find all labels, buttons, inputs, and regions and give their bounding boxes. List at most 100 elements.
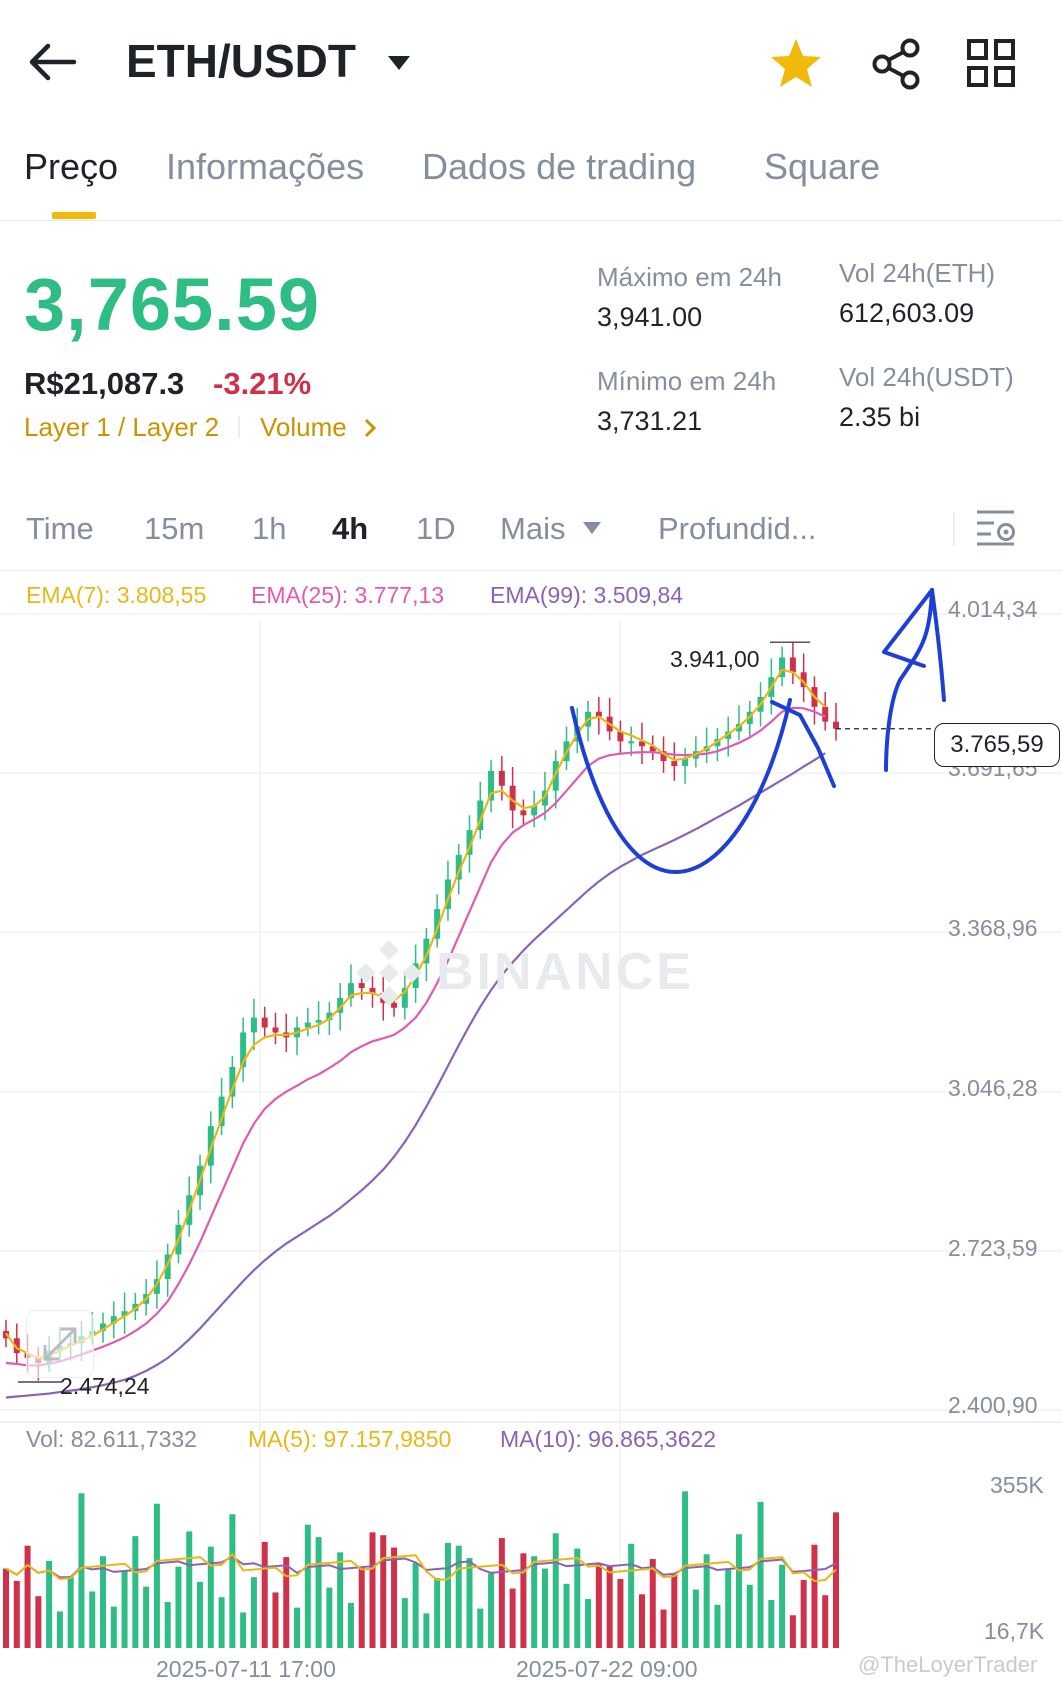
candle-body	[240, 1032, 247, 1067]
volume-bar	[110, 1606, 117, 1648]
price-axis-tick: 4.014,34	[948, 596, 1038, 622]
volume-bar	[3, 1568, 9, 1648]
candle-body	[509, 785, 516, 811]
favorite-star-icon[interactable]	[768, 36, 824, 92]
volume-bar	[240, 1612, 247, 1648]
candle-body	[682, 758, 689, 767]
volume-bar	[488, 1573, 495, 1648]
volume-bar	[768, 1600, 775, 1648]
volume-bar	[35, 1596, 42, 1648]
volume-bar	[358, 1567, 365, 1648]
interval-15m[interactable]: 15m	[144, 511, 205, 546]
pair-title[interactable]: ETH/USDT	[126, 35, 356, 87]
volume-bar	[649, 1559, 656, 1648]
fullscreen-button[interactable]	[26, 1310, 94, 1378]
volume-bar	[574, 1548, 581, 1648]
grid-menu-icon[interactable]	[966, 38, 1016, 88]
volume-bar	[89, 1591, 96, 1648]
more-caret-icon[interactable]	[582, 521, 602, 535]
candle-body	[358, 983, 365, 989]
candle-body	[444, 879, 451, 910]
volume-bar	[434, 1578, 441, 1648]
candle-body	[369, 988, 376, 993]
candle-body	[272, 1027, 279, 1033]
up-arrow-annotation	[930, 588, 946, 702]
vol-usdt-label: Vol 24h(USDT)	[839, 362, 1014, 392]
volume-bar	[283, 1557, 290, 1648]
volume-bar	[638, 1594, 645, 1648]
volume-bar	[423, 1613, 430, 1648]
candle-body	[638, 741, 645, 747]
interval-more[interactable]: Mais	[500, 511, 566, 546]
volume-bar	[660, 1609, 667, 1648]
chart-settings-icon[interactable]	[974, 508, 1018, 548]
candle-body	[337, 997, 344, 1013]
chevron-right-icon[interactable]	[362, 417, 378, 439]
volume-axis-tick: 355K	[990, 1472, 1044, 1498]
volume-bar	[56, 1611, 63, 1648]
ma10-legend: MA(10): 96.865,3622	[500, 1426, 717, 1452]
candle-body	[660, 751, 667, 762]
candle-body	[391, 1002, 398, 1008]
candle-body	[628, 741, 635, 744]
candle-body	[833, 721, 839, 729]
category-tag[interactable]: Layer 1 / Layer 2	[24, 412, 220, 442]
caret-down-icon[interactable]	[386, 54, 412, 72]
divider	[0, 220, 1062, 221]
volume-bar	[498, 1538, 505, 1648]
candle-body	[434, 909, 441, 939]
candle-body	[250, 1017, 257, 1033]
volume-ma10-line	[5, 1555, 837, 1579]
up-arrow-annotation	[882, 588, 934, 772]
volume-bar	[725, 1569, 732, 1648]
candle-body	[347, 983, 354, 998]
volume-bar	[100, 1556, 107, 1648]
expand-icon	[43, 1327, 77, 1361]
tab-informacoes[interactable]: Informações	[166, 146, 365, 187]
interval-1d[interactable]: 1D	[416, 511, 456, 546]
volume-bar	[800, 1580, 807, 1648]
volume-bar	[347, 1602, 354, 1648]
back-arrow-icon[interactable]	[26, 40, 78, 84]
ma5-legend: MA(5): 97.157,9850	[248, 1426, 452, 1452]
candle-body	[153, 1279, 160, 1294]
price-axis-tick: 2.400,90	[948, 1392, 1038, 1418]
volume-bar	[272, 1592, 279, 1648]
share-icon[interactable]	[868, 36, 924, 92]
volume-tag[interactable]: Volume	[260, 412, 347, 442]
volume-bar	[585, 1599, 592, 1648]
volume-bar	[78, 1493, 85, 1648]
interval-1h[interactable]: 1h	[252, 511, 287, 546]
ema25-line	[5, 706, 826, 1367]
volume-bar	[337, 1552, 344, 1648]
volume-legend: Vol: 82.611,7332	[26, 1426, 197, 1452]
volume-bar	[789, 1615, 796, 1648]
tab-preco[interactable]: Preço	[24, 146, 119, 187]
tab-square[interactable]: Square	[764, 146, 881, 187]
candle-body	[477, 800, 484, 831]
candle-body	[13, 1338, 20, 1354]
change-percent: -3.21%	[213, 366, 312, 401]
volume-bar	[294, 1607, 301, 1648]
interval-4h[interactable]: 4h	[332, 511, 369, 546]
volume-bar	[24, 1545, 31, 1648]
volume-bar	[811, 1544, 818, 1648]
high-24h-value: 3,941.00	[597, 302, 703, 332]
volume-bar	[229, 1514, 236, 1648]
candle-body	[520, 810, 527, 816]
candle-body	[649, 746, 656, 752]
volume-bar	[369, 1532, 376, 1648]
candle-body	[617, 731, 624, 742]
volume-bar	[326, 1587, 333, 1648]
volume-bar	[380, 1535, 387, 1648]
volume-bar	[682, 1491, 689, 1648]
interval-time[interactable]: Time	[26, 511, 94, 546]
volume-bar	[714, 1604, 721, 1648]
volume-bar	[304, 1524, 311, 1648]
interval-depth[interactable]: Profundid...	[658, 511, 817, 546]
candle-body	[466, 830, 473, 855]
price-axis-tick: 3.046,28	[948, 1075, 1038, 1101]
tab-dados-de-trading[interactable]: Dados de trading	[422, 146, 697, 187]
vol-eth-value: 612,603.09	[839, 298, 975, 328]
